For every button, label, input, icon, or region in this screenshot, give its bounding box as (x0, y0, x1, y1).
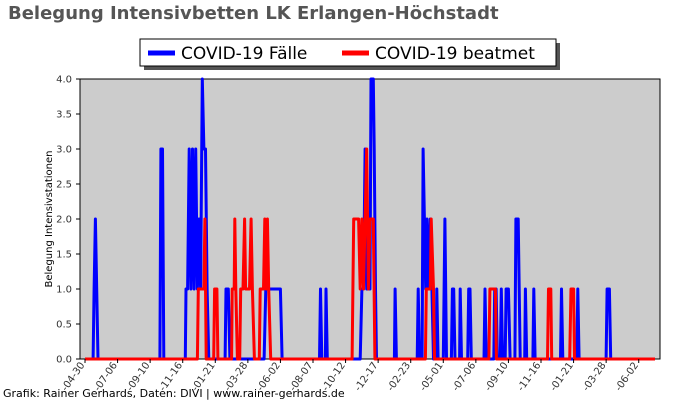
x-tick-label-11: -05-01 (418, 360, 446, 393)
x-tick-label-14: -11-16 (516, 360, 544, 393)
chart-title: Belegung Intensivbetten LK Erlangen-Höch… (8, 3, 499, 24)
y-tick-label-2: 1.0 (56, 285, 72, 296)
y-tick-label-0: 0.0 (56, 355, 72, 366)
y-tick-label-4: 2.0 (56, 215, 72, 226)
y-tick-label-6: 3.0 (56, 145, 72, 156)
y-tick-label-1: 0.5 (56, 320, 72, 331)
y-tick-label-5: 2.5 (56, 180, 72, 191)
credit-text: Grafik: Rainer Gerhards, Daten: DIVI | w… (3, 387, 345, 400)
series-line-1 (85, 147, 655, 361)
x-tick-label-10: -02-23 (385, 360, 413, 393)
x-tick-label-9: -12-17 (353, 360, 381, 393)
legend-label-0: COVID-19 Fälle (181, 44, 307, 64)
series-line-0 (85, 77, 655, 361)
legend: COVID-19 Fälle COVID-19 beatmet (139, 38, 560, 70)
x-tick-label-12: -07-06 (451, 360, 479, 393)
x-tick-label-15: -01-21 (548, 360, 576, 393)
x-tick-label-17: -06-02 (613, 360, 641, 393)
x-tick-label-13: -09-10 (483, 360, 511, 393)
y-axis-label: Belegung Intensivstationen (44, 150, 55, 287)
y-tick-label-7: 3.5 (56, 110, 72, 121)
series-lines (85, 77, 655, 361)
legend-label-1: COVID-19 beatmet (375, 44, 535, 64)
y-axis: 0.0 0.5 1.0 1.5 2.0 2.5 3.0 3.5 4.0 (56, 75, 80, 366)
y-tick-label-3: 1.5 (56, 250, 72, 261)
x-tick-label-16: -03-28 (581, 360, 609, 393)
y-tick-label-8: 4.0 (56, 75, 72, 86)
